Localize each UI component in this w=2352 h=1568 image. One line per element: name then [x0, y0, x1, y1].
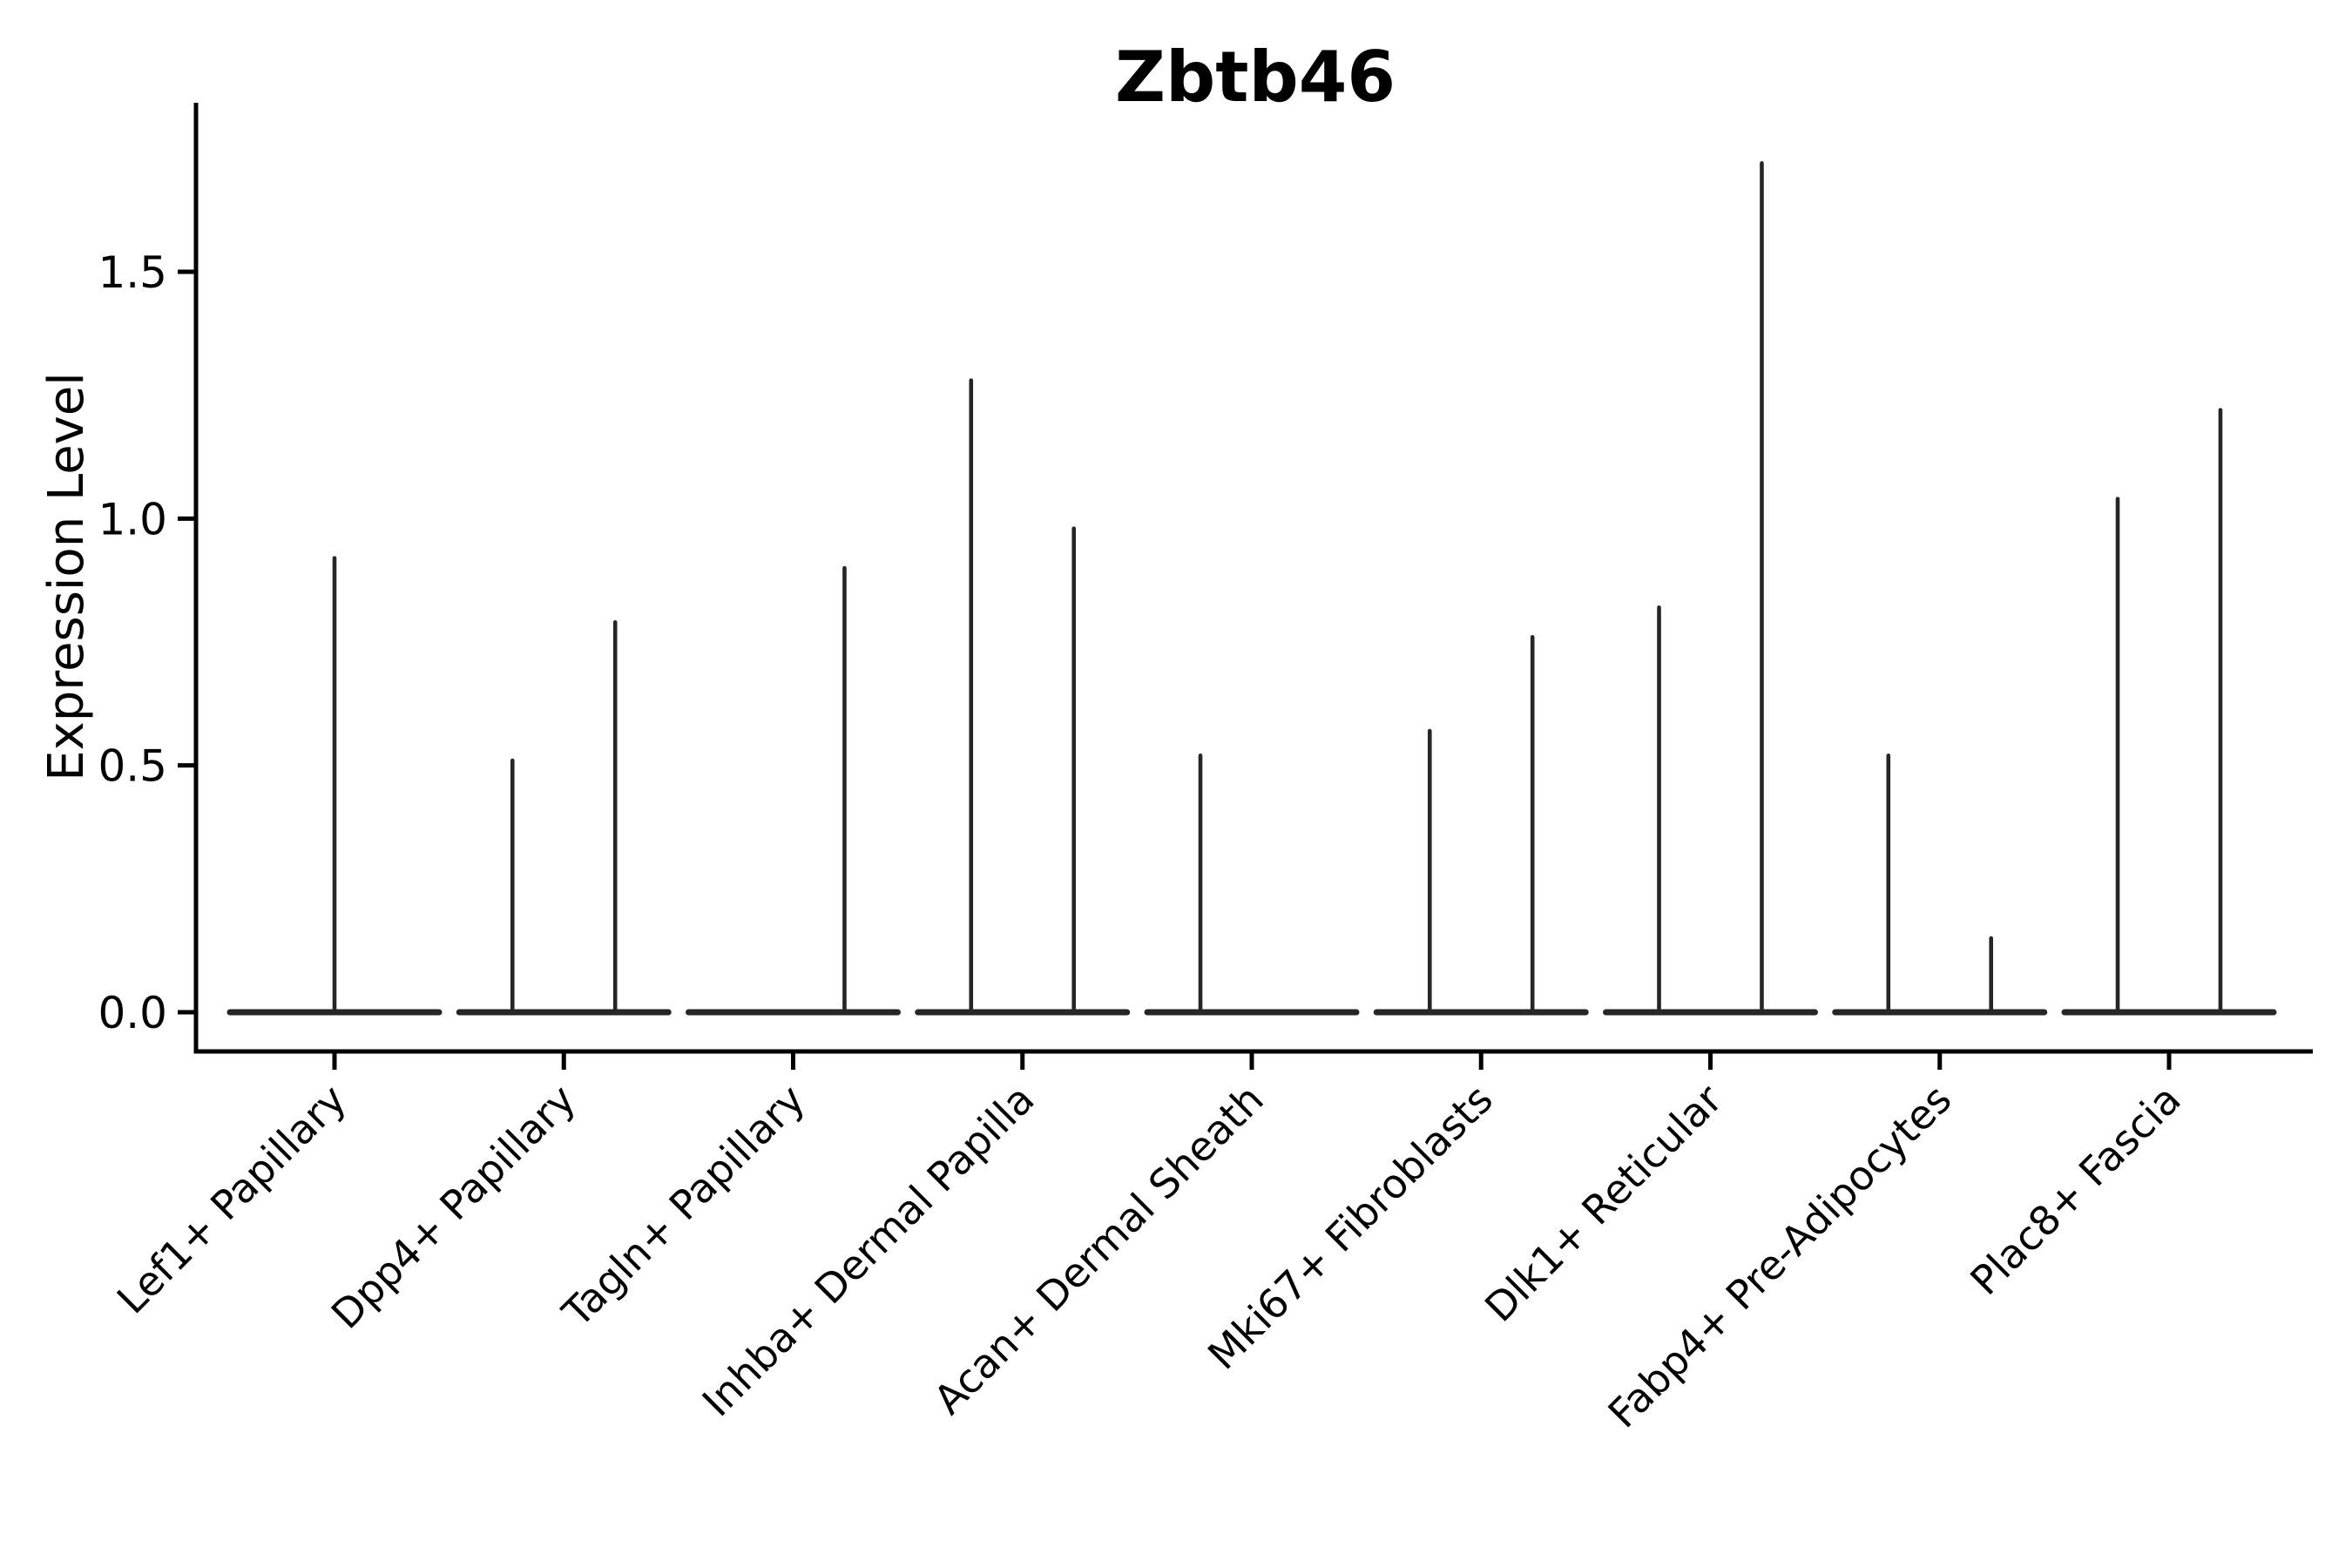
- y-tick-label: 1.5: [98, 247, 167, 298]
- x-tick-label: Plac8+ Fascia: [1961, 1076, 2189, 1304]
- y-axis-title: Expression Level: [38, 372, 95, 781]
- x-tick-label: Lef1+ Papillary: [108, 1076, 355, 1323]
- y-tick-label: 0.0: [98, 988, 167, 1038]
- x-tick-label: Dpp4+ Papillary: [322, 1076, 585, 1338]
- y-tick-label: 1.0: [98, 494, 167, 544]
- y-tick-label: 0.5: [98, 741, 167, 792]
- violins-layer: [226, 161, 2277, 1016]
- x-tick-label: Dlk1+ Reticular: [1476, 1076, 1731, 1331]
- x-tick-label: Tagln+ Papillary: [553, 1076, 814, 1337]
- chart-title: Zbtb46: [1115, 37, 1396, 118]
